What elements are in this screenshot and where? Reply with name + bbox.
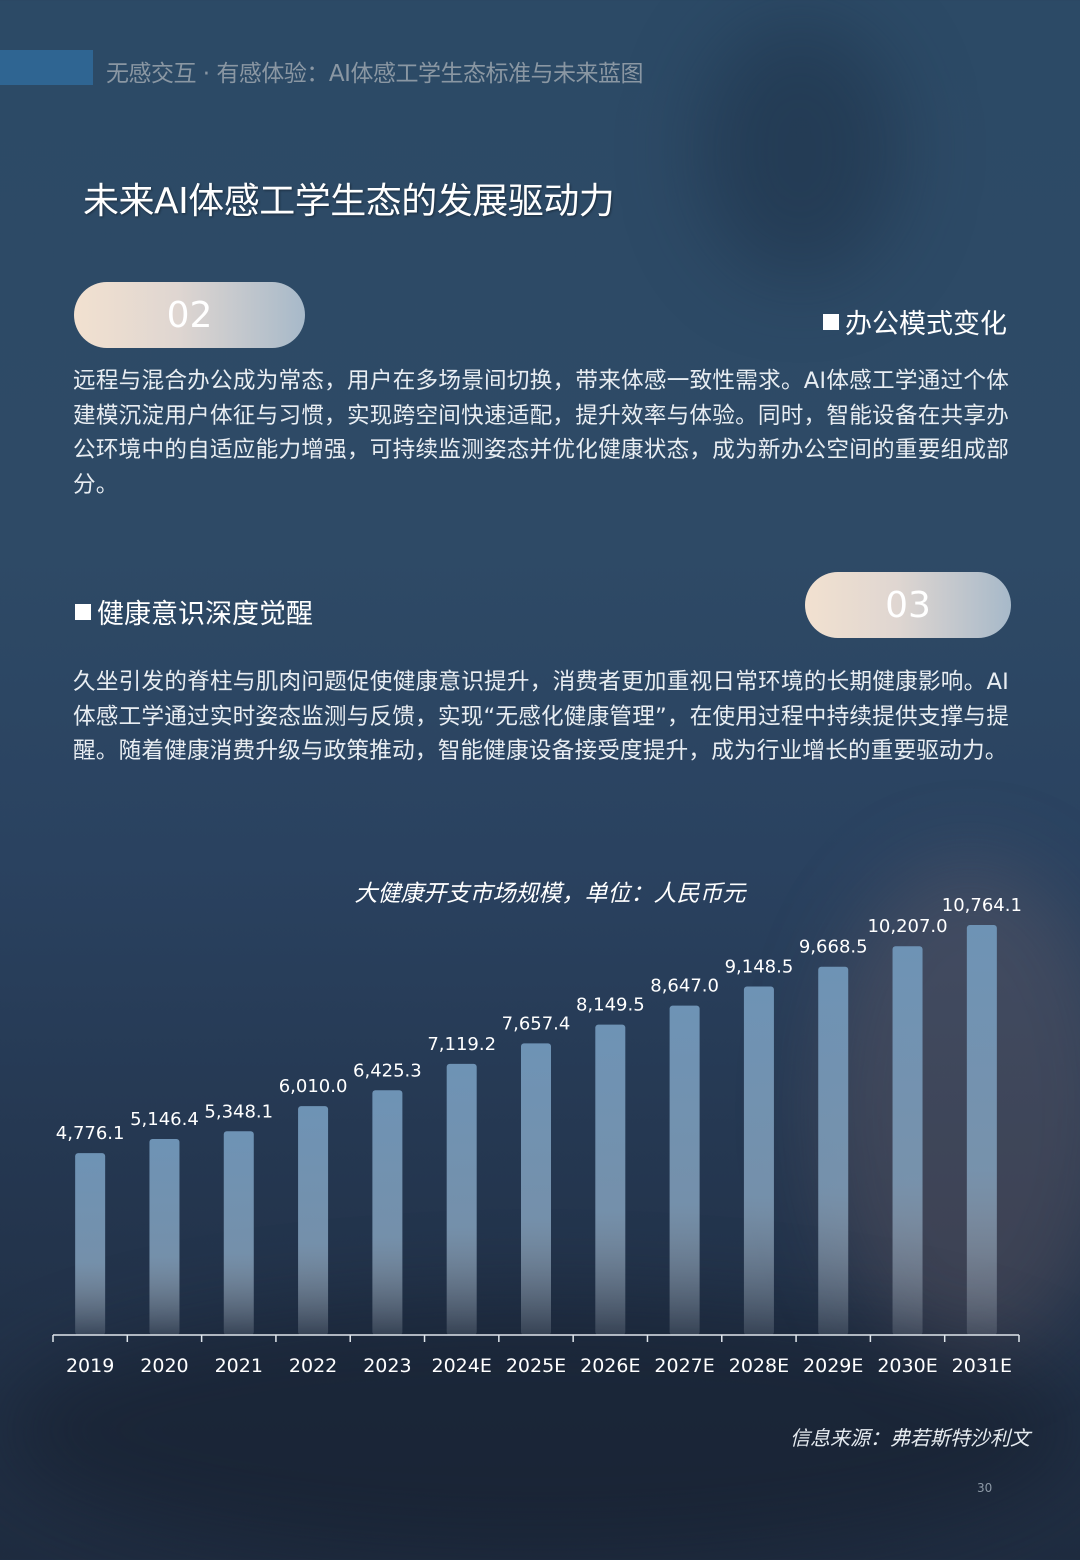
bar	[892, 946, 923, 1335]
bar	[521, 1043, 551, 1335]
bar	[743, 986, 774, 1335]
data-label: 5,146.4	[130, 1109, 199, 1130]
x-tick-label: 2025E	[506, 1355, 566, 1377]
x-tick-label: 2029E	[803, 1355, 863, 1377]
section-heading-text: 办公模式变化	[845, 309, 1007, 340]
page-title: 未来AI体感工学生态的发展驱动力	[83, 181, 615, 222]
data-label: 5,348.1	[204, 1101, 273, 1122]
square-bullet-icon	[823, 313, 839, 330]
square-bullet-icon	[75, 603, 91, 620]
data-label: 4,776.1	[56, 1123, 125, 1144]
x-tick-label: 2028E	[729, 1355, 789, 1377]
section-body: 远程与混合办公成为常态，用户在多场景间切换，带来体感一致性需求。AI体感工学通过…	[73, 368, 1009, 498]
bar	[966, 925, 997, 1335]
x-tick-label: 2031E	[952, 1355, 1012, 1377]
x-tick-label: 2020	[140, 1355, 188, 1377]
data-label: 8,149.5	[576, 995, 645, 1016]
bar	[595, 1024, 626, 1335]
x-tick-label: 2019	[66, 1355, 114, 1377]
bar	[669, 1005, 700, 1335]
section-heading: 办公模式变化	[823, 302, 1007, 341]
data-label: 6,010.0	[279, 1076, 348, 1097]
x-tick-label: 2027E	[654, 1355, 714, 1377]
x-tick-label: 2023	[363, 1355, 411, 1377]
section-heading-text: 健康意识深度觉醒	[97, 599, 313, 630]
section-heading: 健康意识深度觉醒	[75, 592, 313, 631]
running-title: 无感交互 · 有感体验：AI体感工学生态标准与未来蓝图	[106, 61, 643, 87]
section-body: 久坐引发的脊柱与肌肉问题促使健康意识提升，消费者更加重视日常环境的长期健康影响。…	[73, 669, 1009, 764]
data-label: 9,148.5	[725, 957, 794, 978]
data-label: 9,668.5	[799, 937, 868, 958]
page-number: 30	[977, 1481, 993, 1495]
bar	[75, 1153, 106, 1335]
x-tick-label: 2022	[289, 1355, 337, 1377]
chart-title: 大健康开支市场规模，单位：人民币元	[354, 881, 746, 907]
x-tick-label: 2026E	[580, 1355, 640, 1377]
section-number-badge: 03	[805, 572, 1011, 638]
x-tick-label: 2021	[215, 1355, 263, 1377]
data-label: 7,119.2	[427, 1034, 496, 1055]
data-label: 10,764.1	[942, 895, 1022, 916]
bar	[818, 966, 849, 1335]
bar	[372, 1090, 403, 1335]
bar	[446, 1063, 477, 1335]
data-label: 10,207.0	[867, 916, 947, 937]
x-tick-label: 2030E	[877, 1355, 937, 1377]
section-number-badge: 02	[74, 282, 305, 348]
header-accent-bar	[0, 50, 93, 85]
data-label: 7,657.4	[502, 1013, 571, 1034]
x-tick-label: 2024E	[432, 1355, 492, 1377]
bar	[223, 1131, 254, 1335]
bar	[298, 1106, 329, 1335]
data-label: 6,425.3	[353, 1060, 422, 1081]
data-label: 8,647.0	[650, 976, 719, 997]
source-note: 信息来源：弗若斯特沙利文	[790, 1426, 1030, 1450]
bar-chart: 4,776.1 2019 5,146.4 2020 5,348.1 2021 6,010.0…	[52, 895, 1022, 1377]
bar	[149, 1138, 180, 1335]
